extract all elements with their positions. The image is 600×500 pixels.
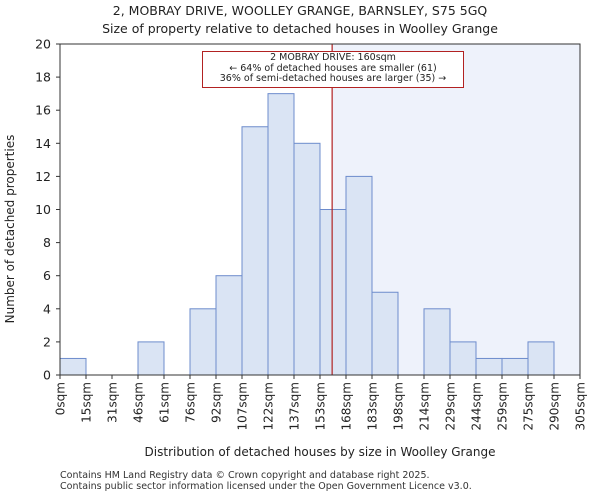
bar-183sqm <box>371 291 399 376</box>
x-tick-label-46sqm: 46sqm <box>132 382 146 423</box>
y-tick-label-12: 12 <box>35 169 51 184</box>
x-tick-label-31sqm: 31sqm <box>106 382 120 423</box>
y-tick-label-20: 20 <box>35 37 51 52</box>
marker-annotation-box: 2 MOBRAY DRIVE: 160sqm ← 64% of detached… <box>202 51 464 88</box>
x-tick-label-259sqm: 259sqm <box>496 382 510 430</box>
bar-122sqm <box>267 93 295 376</box>
bar-275sqm <box>527 341 555 376</box>
footer-line-1: Contains HM Land Registry data © Crown c… <box>60 470 430 481</box>
x-tick-label-137sqm: 137sqm <box>288 382 302 430</box>
x-tick-label-183sqm: 183sqm <box>366 382 380 430</box>
x-axis-label: Distribution of detached houses by size … <box>144 445 496 459</box>
x-tick-label-92sqm: 92sqm <box>210 382 224 423</box>
footer: Contains HM Land Registry data © Crown c… <box>60 470 472 492</box>
y-tick-label-8: 8 <box>43 235 51 250</box>
chart-subtitle: Size of property relative to detached ho… <box>102 21 498 36</box>
y-tick-label-18: 18 <box>35 70 51 85</box>
x-tick-label-290sqm: 290sqm <box>548 382 562 430</box>
x-tick-label-229sqm: 229sqm <box>444 382 458 430</box>
bar-107sqm <box>241 126 269 376</box>
x-tick-label-168sqm: 168sqm <box>340 382 354 430</box>
y-tick-label-4: 4 <box>43 301 51 316</box>
x-tick-label-122sqm: 122sqm <box>262 382 276 430</box>
bar-168sqm <box>345 175 373 376</box>
bar-76sqm <box>189 308 217 376</box>
bar-244sqm <box>475 357 503 376</box>
bar-214sqm <box>423 308 451 376</box>
footer-line-2: Contains public sector information licen… <box>60 481 472 492</box>
bar-229sqm <box>449 341 477 376</box>
y-tick-label-10: 10 <box>35 202 51 217</box>
x-tick-label-153sqm: 153sqm <box>314 382 328 430</box>
x-tick-label-305sqm: 305sqm <box>574 382 588 430</box>
x-tick-label-15sqm: 15sqm <box>80 382 94 423</box>
y-tick-label-6: 6 <box>43 268 51 283</box>
annotation-line-2: ← 64% of detached houses are smaller (61… <box>229 62 437 74</box>
y-axis-label: Number of detached properties <box>3 134 17 324</box>
x-tick-label-198sqm: 198sqm <box>392 382 406 430</box>
annotation-line-3: 36% of semi-detached houses are larger (… <box>219 73 447 84</box>
y-tick-label-14: 14 <box>35 136 51 151</box>
x-tick-label-244sqm: 244sqm <box>470 382 484 430</box>
chart-title-block: 2, MOBRAY DRIVE, WOOLLEY GRANGE, BARNSLE… <box>0 2 600 38</box>
bar-46sqm <box>137 341 165 376</box>
chart-title: 2, MOBRAY DRIVE, WOOLLEY GRANGE, BARNSLE… <box>112 3 488 18</box>
x-tick-label-214sqm: 214sqm <box>418 382 432 430</box>
bar-259sqm <box>501 357 529 376</box>
bar-0sqm <box>59 357 87 376</box>
x-tick-label-107sqm: 107sqm <box>236 382 250 430</box>
x-tick-label-0sqm: 0sqm <box>54 382 68 415</box>
annotation-line-1: 2 MOBRAY DRIVE: 160sqm <box>270 52 396 63</box>
bar-153sqm <box>319 209 347 376</box>
bar-137sqm <box>293 142 321 376</box>
y-tick-label-2: 2 <box>43 334 51 349</box>
x-tick-label-76sqm: 76sqm <box>184 382 198 423</box>
x-tick-label-275sqm: 275sqm <box>522 382 536 430</box>
y-tick-label-0: 0 <box>43 368 51 383</box>
y-tick-label-16: 16 <box>35 103 51 118</box>
x-tick-label-61sqm: 61sqm <box>158 382 172 423</box>
bar-92sqm <box>215 275 243 376</box>
